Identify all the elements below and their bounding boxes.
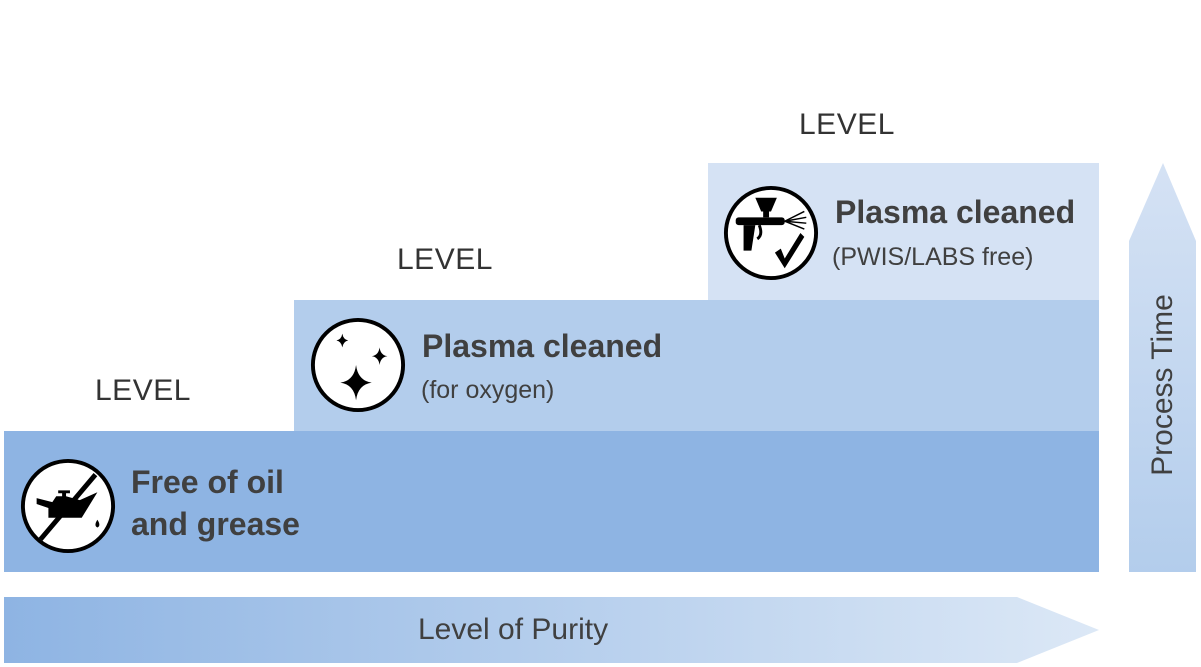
level-2-subtitle: (for oxygen) [421,376,555,404]
sparkles-icon [310,317,406,413]
process-time-arrow [1129,163,1196,572]
level-1-title-line-2: and grease [131,506,300,542]
level-2-title: Plasma cleaned [422,328,663,364]
level-3-subtitle: (PWIS/LABS free) [832,243,1034,271]
level-of-purity-label: Level of Purity [418,613,609,646]
level-1-title: Free of oil and grease [131,461,300,545]
level-1-title-line-1: Free of oil [131,464,284,500]
level-3-label: LEVEL [799,108,895,141]
process-time-label: Process Time [1146,294,1179,476]
level-of-purity-arrow [4,597,1099,663]
level-1-step [4,431,1099,572]
level-2-label: LEVEL [397,243,493,276]
level-1-label: LEVEL [95,374,191,407]
no-oil-can-icon [20,458,116,554]
level-2-step [294,300,1099,431]
spray-gun-check-icon [723,185,819,281]
level-3-title: Plasma cleaned [835,194,1076,230]
